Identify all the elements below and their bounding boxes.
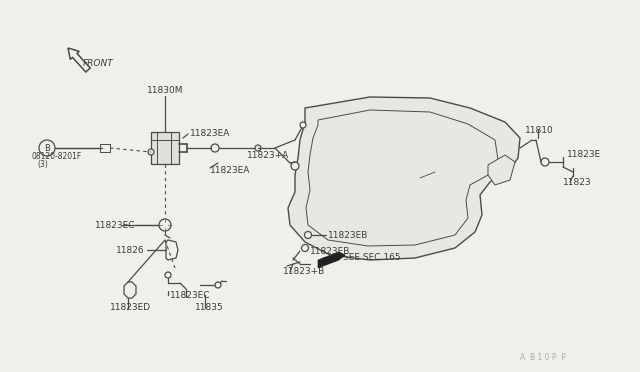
Circle shape xyxy=(541,158,549,166)
Circle shape xyxy=(301,244,308,251)
Text: 11823EC: 11823EC xyxy=(95,221,136,230)
Text: 11823EA: 11823EA xyxy=(190,128,230,138)
Circle shape xyxy=(165,272,171,278)
Text: 11823E: 11823E xyxy=(567,150,601,158)
Polygon shape xyxy=(318,252,345,268)
Text: 11810: 11810 xyxy=(525,125,554,135)
Text: 11823+A: 11823+A xyxy=(247,151,289,160)
Text: 11823EA: 11823EA xyxy=(210,166,250,174)
Text: B: B xyxy=(44,144,50,153)
Text: 11835: 11835 xyxy=(195,304,224,312)
Circle shape xyxy=(215,282,221,288)
Polygon shape xyxy=(488,155,515,185)
Text: SEE SEC.165: SEE SEC.165 xyxy=(343,253,401,262)
Circle shape xyxy=(305,231,312,238)
Text: 11826: 11826 xyxy=(116,246,145,254)
Circle shape xyxy=(255,145,261,151)
Text: (3): (3) xyxy=(37,160,48,169)
Circle shape xyxy=(211,144,219,152)
Circle shape xyxy=(39,140,55,156)
Text: 11823EB: 11823EB xyxy=(328,231,369,240)
Text: 11830M: 11830M xyxy=(147,86,183,94)
Circle shape xyxy=(300,122,306,128)
Text: A  B 1 0 P  P: A B 1 0 P P xyxy=(520,353,566,362)
Text: FRONT: FRONT xyxy=(83,58,114,67)
Text: 11823ED: 11823ED xyxy=(110,304,151,312)
Text: 11823EB: 11823EB xyxy=(310,247,350,256)
Text: 08120-8201F: 08120-8201F xyxy=(32,151,83,160)
Polygon shape xyxy=(68,48,90,72)
Circle shape xyxy=(291,162,299,170)
Text: 11823EC: 11823EC xyxy=(170,291,211,299)
Polygon shape xyxy=(288,97,520,260)
Circle shape xyxy=(148,149,154,155)
Text: 11823+B: 11823+B xyxy=(283,267,325,276)
Circle shape xyxy=(159,219,171,231)
Text: 11823: 11823 xyxy=(563,177,591,186)
Polygon shape xyxy=(151,132,179,164)
